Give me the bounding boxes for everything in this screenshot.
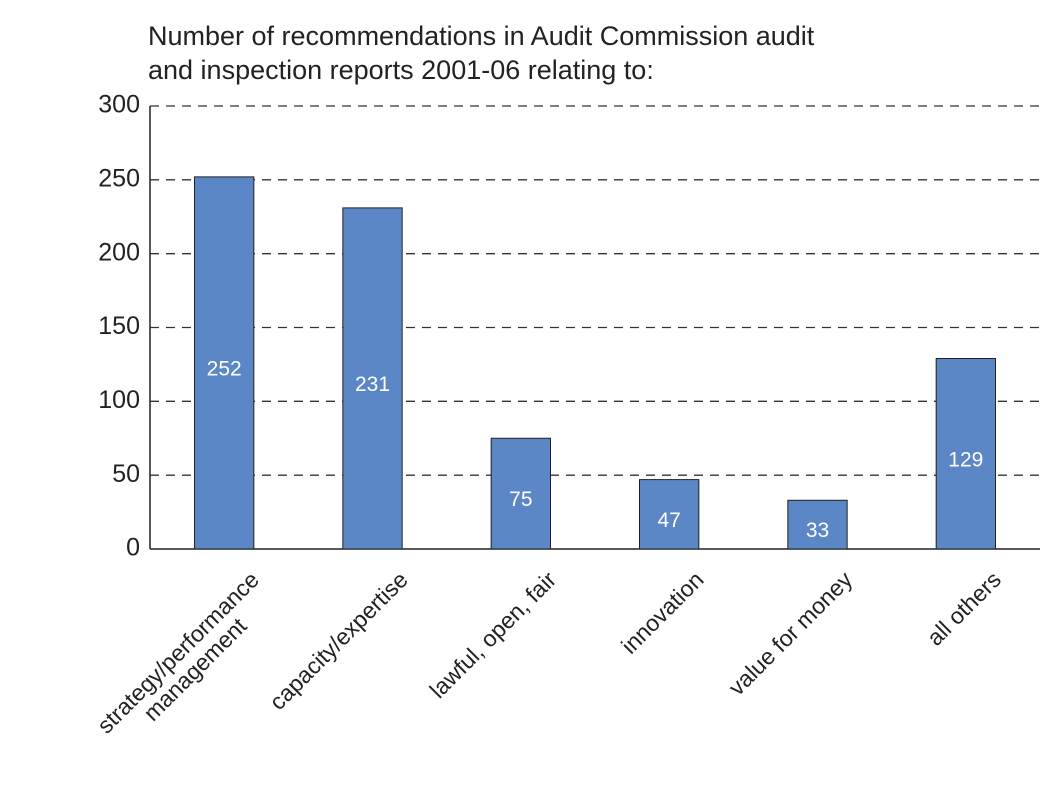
bar [787,499,848,550]
bar [194,176,255,550]
bar [490,437,551,550]
chart-title: and inspection reports 2001-06 relating … [148,55,654,85]
value-label: 129 [948,448,983,471]
bar [639,479,700,550]
y-tick-label: 200 [98,238,140,266]
y-tick-label: 100 [98,386,140,414]
value-label: 33 [806,519,829,542]
bar [342,207,403,550]
bar [935,358,997,550]
value-label: 47 [657,509,680,532]
y-tick-label: 0 [126,534,140,562]
y-tick-label: 50 [112,460,140,488]
y-tick-label: 250 [98,164,140,192]
y-tick-label: 300 [98,91,140,119]
value-label: 231 [355,373,390,396]
value-label: 75 [509,488,532,511]
y-tick-label: 150 [98,312,140,340]
value-label: 252 [207,357,242,380]
chart-title: Number of recommendations in Audit Commi… [148,21,815,51]
